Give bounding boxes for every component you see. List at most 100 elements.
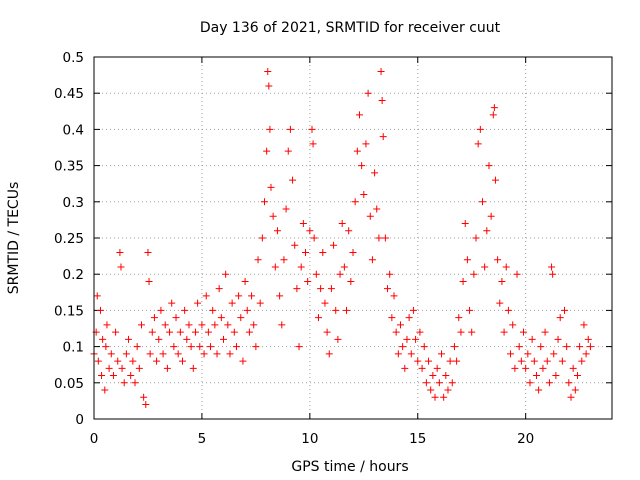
axis-ticks: 0 0.05 0.1 0.15 0.2 0.25 0.3 0.35 0.4 0.45 0.5 0 5 10… — [54, 50, 612, 447]
data-point — [298, 263, 305, 270]
data-point — [477, 126, 484, 133]
data-point — [557, 314, 564, 321]
data-point — [485, 162, 492, 169]
data-point — [102, 343, 109, 350]
data-point — [583, 350, 590, 357]
data-point — [94, 292, 101, 299]
data-point — [533, 372, 540, 379]
data-point — [201, 350, 208, 357]
data-point — [99, 336, 106, 343]
data-point — [257, 300, 264, 307]
data-point — [231, 329, 238, 336]
y-tick-label: 0.4 — [63, 122, 84, 138]
data-point — [194, 300, 201, 307]
data-point — [371, 169, 378, 176]
data-point — [134, 343, 141, 350]
data-point — [132, 379, 139, 386]
data-point — [209, 307, 216, 314]
data-point — [360, 191, 367, 198]
data-point — [537, 343, 544, 350]
data-point — [379, 97, 386, 104]
data-point — [514, 271, 521, 278]
data-point — [149, 329, 156, 336]
data-point — [177, 329, 184, 336]
data-point — [179, 358, 186, 365]
data-point — [580, 321, 587, 328]
data-point — [207, 343, 214, 350]
data-point — [447, 358, 454, 365]
y-tick-label: 0.25 — [54, 231, 84, 247]
data-point — [114, 358, 121, 365]
data-point — [549, 271, 556, 278]
data-point — [304, 278, 311, 285]
data-point — [147, 350, 154, 357]
data-point — [170, 343, 177, 350]
data-point — [501, 329, 508, 336]
data-point — [287, 126, 294, 133]
data-point — [498, 278, 505, 285]
data-point — [306, 227, 313, 234]
data-point — [354, 148, 361, 155]
data-point — [164, 365, 171, 372]
data-point — [293, 285, 300, 292]
data-point — [151, 314, 158, 321]
data-point — [509, 321, 516, 328]
data-point — [289, 177, 296, 184]
data-point — [334, 336, 341, 343]
y-tick-label: 0.3 — [63, 195, 84, 211]
data-point — [332, 307, 339, 314]
data-point — [427, 387, 434, 394]
y-tick-label: 0.2 — [63, 267, 84, 283]
data-point — [378, 68, 385, 75]
data-point — [261, 198, 268, 205]
data-point — [436, 379, 443, 386]
data-point — [274, 227, 281, 234]
data-point — [211, 321, 218, 328]
data-point — [468, 329, 475, 336]
y-tick-label: 0 — [75, 412, 84, 428]
data-point — [345, 227, 352, 234]
data-point — [531, 358, 538, 365]
data-point — [494, 256, 501, 263]
data-point — [563, 343, 570, 350]
data-point — [561, 307, 568, 314]
data-point — [237, 314, 244, 321]
data-point — [270, 213, 277, 220]
data-point — [95, 358, 102, 365]
data-point — [110, 372, 117, 379]
data-point — [155, 336, 162, 343]
data-point — [425, 358, 432, 365]
data-point — [300, 220, 307, 227]
data-point — [559, 358, 566, 365]
data-point — [522, 365, 529, 372]
data-point — [391, 292, 398, 299]
y-tick-label: 0.1 — [63, 340, 84, 356]
data-point — [136, 365, 143, 372]
x-tick-label: 15 — [409, 431, 426, 447]
data-point — [264, 68, 271, 75]
data-point — [347, 278, 354, 285]
data-point — [157, 307, 164, 314]
data-point — [574, 372, 581, 379]
data-point — [496, 300, 503, 307]
data-point — [317, 285, 324, 292]
data-point — [432, 394, 439, 401]
data-point — [488, 213, 495, 220]
y-tick-label: 0.15 — [54, 303, 84, 319]
data-point — [315, 314, 322, 321]
data-point — [308, 126, 315, 133]
data-point — [330, 242, 337, 249]
data-point — [266, 126, 273, 133]
x-axis-label: GPS time / hours — [291, 459, 408, 475]
data-point — [175, 350, 182, 357]
data-point — [421, 343, 428, 350]
data-point — [393, 329, 400, 336]
data-point — [453, 358, 460, 365]
data-point — [255, 256, 262, 263]
data-point — [242, 278, 249, 285]
data-point — [160, 350, 167, 357]
data-point — [276, 292, 283, 299]
data-point — [365, 90, 372, 97]
data-point — [291, 242, 298, 249]
